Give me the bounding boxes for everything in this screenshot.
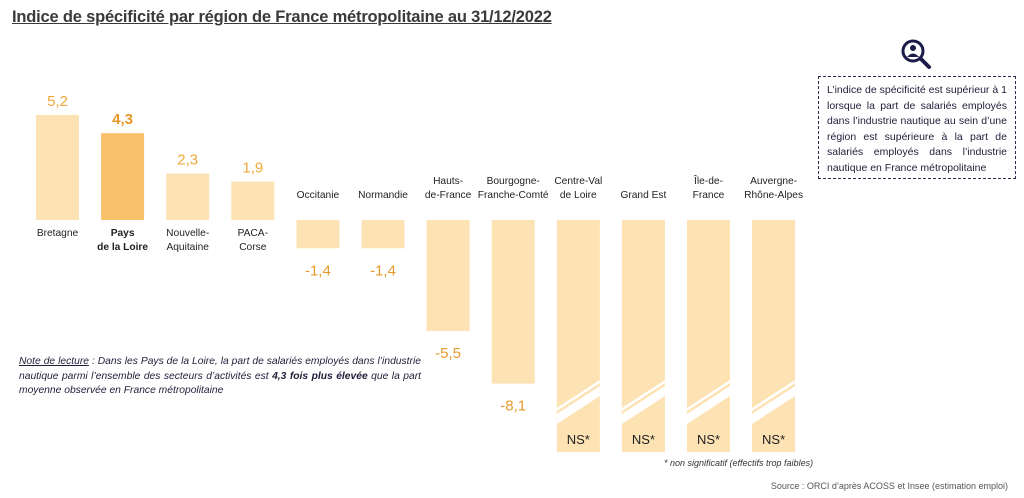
category-label-line: France — [693, 190, 725, 201]
category-label-line: Hauts- — [433, 176, 463, 187]
category-label-grand-est: Grand Est — [620, 190, 666, 201]
ns-hatch-line-grand-est — [621, 380, 665, 411]
category-label-line: Corse — [239, 242, 267, 253]
category-label-line: Île-de- — [693, 174, 723, 187]
chart-title: Indice de spécificité par région de Fran… — [12, 8, 552, 26]
ns-hatch-auvergne-rhone-alpes — [752, 386, 796, 424]
category-label-hauts-de-france: Hauts-de-France — [425, 176, 472, 201]
category-label-normandie: Normandie — [358, 190, 408, 201]
category-label-ile-de-france: Île-de- France — [693, 174, 725, 201]
ns-hatch-grand-est — [621, 386, 665, 424]
ns-hatch-ile-de-france — [687, 386, 730, 424]
category-label-line: Nouvelle- — [166, 228, 209, 239]
bar-normandie — [361, 220, 405, 249]
category-label-line: Rhône-Alpes — [744, 190, 803, 201]
ns-hatch-line-auvergne-rhone-alpes — [752, 380, 796, 411]
bar-paca-corse — [231, 181, 275, 220]
category-label-line: Bretagne — [37, 228, 79, 239]
bar-occitanie — [296, 220, 340, 249]
value-label-occitanie: -1,4 — [305, 262, 331, 279]
bar-bourgogne-franche-comte — [491, 220, 535, 384]
ns-hatch-line-centre-val-de-loire — [556, 380, 600, 411]
category-label-paca-corse: PACA- Corse — [238, 228, 268, 253]
value-label-nouvelle-aquitaine: 2,3 — [177, 152, 198, 169]
category-label-line: Franche-Comté — [478, 190, 549, 201]
ns-hatch-line-ile-de-france — [687, 380, 730, 411]
category-label-centre-val-de-loire: Centre-Val de Loire — [554, 176, 602, 201]
category-label-line: Normandie — [358, 190, 408, 201]
category-label-nouvelle-aquitaine: Nouvelle- Aquitaine — [166, 228, 209, 253]
value-label-grand-est: NS* — [632, 432, 655, 447]
category-label-line: PACA- — [238, 228, 268, 239]
note-highlight: 4,3 fois plus élevée — [272, 370, 368, 382]
ns-hatch-centre-val-de-loire — [556, 386, 600, 424]
category-label-line: Auvergne- — [750, 176, 797, 187]
value-label-bretagne: 5,2 — [47, 93, 68, 110]
value-label-normandie: -1,4 — [370, 262, 396, 279]
value-label-paca-corse: 1,9 — [242, 160, 263, 177]
value-label-ile-de-france: NS* — [697, 432, 720, 447]
definition-box: L’indice de spécificité est supérieur à … — [818, 76, 1016, 179]
source-text: Source : ORCI d’après ACOSS et Insee (es… — [770, 481, 1008, 491]
note-label: Note de lecture — [19, 356, 89, 367]
category-label-line: de-France — [425, 190, 472, 201]
value-label-pays-de-la-loire: 4,3 — [112, 111, 133, 128]
note-text-before: : Dans les Pays de la Loire, la part de … — [19, 356, 421, 382]
category-labels-group: Bretagne Pays de la Loire Nouvelle- Aquitain… — [37, 174, 803, 253]
category-label-line: Pays — [111, 228, 135, 239]
category-label-line: Centre-Val — [554, 176, 602, 187]
value-labels-group: 5,2 4,3 2,3 1,9 -1,4 -1,4 -5,5 -8,1 NS* NS* NS* NS* — [47, 93, 785, 447]
value-label-bourgogne-franche-comte: -8,1 — [500, 398, 526, 415]
bar-hauts-de-france — [426, 220, 470, 332]
category-label-auvergne-rhone-alpes: Auvergne- Rhône-Alpes — [744, 176, 803, 201]
category-label-line: de la Loire — [97, 242, 148, 253]
bar-pays-de-la-loire — [101, 133, 145, 220]
category-label-line: Grand Est — [620, 190, 666, 201]
category-label-line: Aquitaine — [166, 242, 209, 253]
category-label-occitanie: Occitanie — [297, 190, 340, 201]
reading-note: Note de lecture : Dans les Pays de la Lo… — [19, 355, 421, 399]
magnifier-person-icon — [901, 39, 931, 69]
bar-nouvelle-aquitaine — [166, 173, 210, 220]
category-label-bourgogne-franche-comte: Bourgogne- Franche-Comté — [478, 176, 549, 201]
value-label-hauts-de-france: -5,5 — [435, 345, 461, 362]
category-label-pays-de-la-loire: Pays de la Loire — [97, 228, 148, 253]
value-label-auvergne-rhone-alpes: NS* — [762, 432, 785, 447]
value-label-centre-val-de-loire: NS* — [567, 432, 590, 447]
bar-bretagne — [36, 114, 79, 220]
category-label-line: de Loire — [560, 190, 597, 201]
note-text-after: que la part moyenne observée en France m… — [19, 370, 421, 397]
category-label-line: Bourgogne- — [487, 176, 540, 187]
bars-group — [36, 114, 796, 452]
category-label-line: Occitanie — [297, 190, 340, 201]
category-label-bretagne: Bretagne — [37, 228, 79, 239]
ns-footnote: * non significatif (effectifs trop faibl… — [664, 458, 814, 468]
